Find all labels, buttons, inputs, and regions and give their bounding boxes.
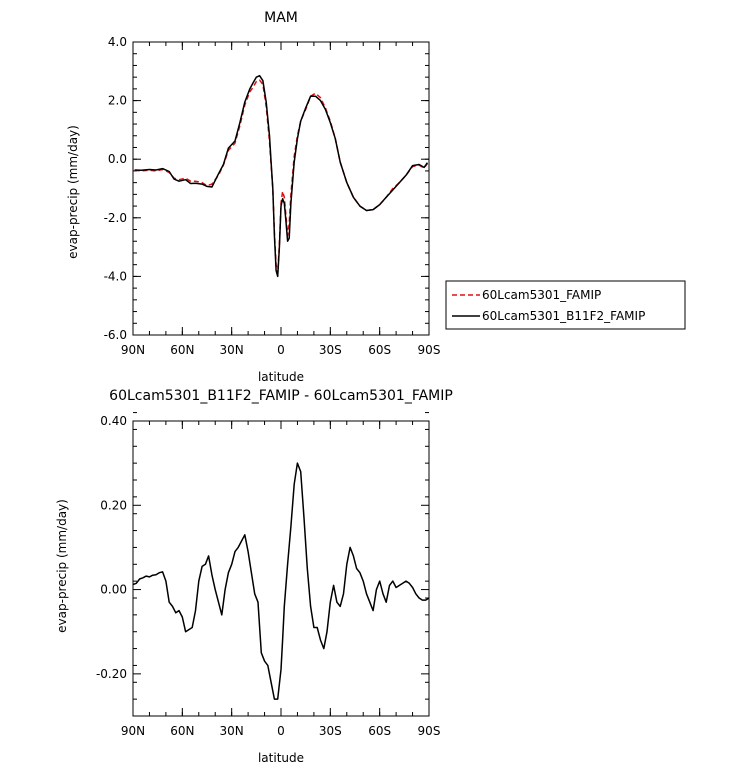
top-y-tick-label: 4.0 [108, 35, 127, 49]
top-y-tick-label: -4.0 [104, 269, 127, 283]
top-x-tick-label: 30N [220, 343, 244, 357]
top-y-tick-label: 2.0 [108, 94, 127, 108]
bottom-x-tick-label: 60N [170, 724, 194, 738]
top-series-line-1 [134, 74, 429, 278]
bottom-x-tick-label: 90S [418, 724, 441, 738]
top-chart-xlabel: latitude [258, 370, 304, 384]
bottom-x-tick-label: 30N [220, 724, 244, 738]
bottom-x-tick-label: 60S [368, 724, 391, 738]
bottom-chart-xlabel: latitude [258, 751, 304, 765]
bottom-y-tick-label: 0.00 [100, 583, 127, 597]
bottom-chart-ylabel: evap-precip (mm/day) [55, 499, 69, 633]
top-chart-legend: 60Lcam5301_FAMIP 60Lcam5301_B11F2_FAMIP [445, 280, 686, 330]
top-x-tick-label: 0 [277, 343, 285, 357]
top-x-tick-label: 30S [319, 343, 342, 357]
top-chart-ylabel: evap-precip (mm/day) [66, 125, 80, 259]
legend-label-b11f2: 60Lcam5301_B11F2_FAMIP [482, 309, 645, 323]
top-plot-frame [132, 41, 430, 336]
top-x-tick-label: 90N [121, 343, 145, 357]
top-y-tick-label: -6.0 [104, 328, 127, 342]
top-y-tick-label: -2.0 [104, 211, 127, 225]
bottom-y-tick-label: 0.40 [100, 414, 127, 428]
top-x-tick-label: 90S [418, 343, 441, 357]
top-y-tick-label: 0.0 [108, 152, 127, 166]
bottom-chart-title: 60Lcam5301_B11F2_FAMIP - 60Lcam5301_FAMI… [109, 388, 453, 404]
legend-box [445, 280, 686, 330]
legend-label-famip: 60Lcam5301_FAMIP [482, 288, 601, 302]
bottom-y-tick-label: -0.20 [96, 667, 127, 681]
bottom-x-tick-label: 0 [277, 724, 285, 738]
bottom-x-tick-label: 90N [121, 724, 145, 738]
top-x-tick-label: 60N [170, 343, 194, 357]
top-series-line-0 [134, 79, 428, 275]
top-chart-title: MAM [264, 10, 298, 26]
bottom-x-tick-label: 30S [319, 724, 342, 738]
bottom-y-tick-label: 0.20 [100, 498, 127, 512]
bottom-series-line-0 [132, 462, 430, 700]
top-x-tick-label: 60S [368, 343, 391, 357]
